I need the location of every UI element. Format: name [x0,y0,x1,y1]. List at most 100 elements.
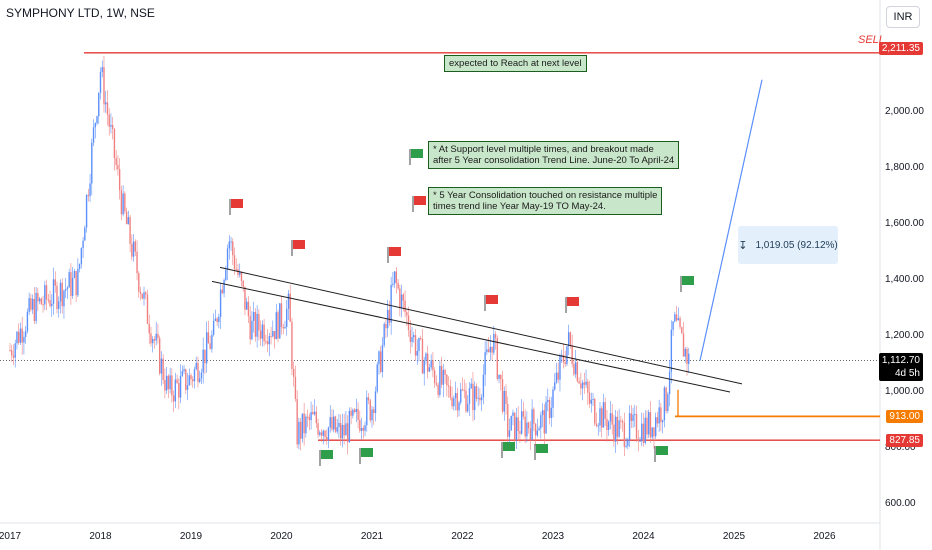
candle-body [338,422,340,428]
x-tick-label: 2022 [451,531,474,542]
candle-body [651,427,653,438]
candle-body [247,301,250,317]
candle-body [392,283,394,285]
candle-body [18,331,20,343]
candle-body [148,323,150,334]
candle-body [625,445,627,447]
candle-body [479,397,481,401]
candle-body [207,332,210,344]
candle-body [256,313,258,337]
projection-line [699,79,763,361]
support-note-line-1: * At Support level multiple times, and b… [433,144,654,155]
candle-body [592,399,594,401]
candle-body [301,413,304,439]
y-tick-label: 800.00 [885,442,916,453]
candle-body [616,416,619,437]
candle-body [543,410,545,434]
candle-body [352,409,354,416]
x-tick-label: 2024 [632,531,655,542]
candle-body [559,356,561,380]
candle-body [51,303,53,307]
candle-body [439,366,441,395]
candle-body [634,414,636,416]
candle-body [381,345,384,373]
candle-body [219,289,222,317]
candle-body [682,333,685,357]
candle-body [590,399,592,404]
candle-body [150,333,152,344]
candle-body [668,371,671,395]
candle-body [583,382,586,385]
candle-body [77,268,79,296]
candle-body [646,417,648,435]
candle-body [628,413,631,440]
candle-body [510,415,512,431]
candle-body [92,127,95,143]
candle-body [71,277,74,296]
candle-body [588,392,591,404]
candle-body [223,280,225,294]
resistance-note-line-2: times trend line Year May-19 TO May-24. [433,201,606,212]
candle-body [658,407,660,424]
candle-body [353,409,356,413]
candle-body [136,251,138,274]
candle-body [146,294,149,324]
candle-body [47,299,49,301]
orange-level-label: 913.00 [886,410,923,423]
candle-body [688,353,690,364]
candle-body [465,390,467,412]
candle-body [421,338,424,374]
candle-body [252,311,255,321]
candle-body [308,416,311,421]
target-note[interactable]: expected to Reach at next level [444,55,587,72]
candle-body [205,332,208,364]
candle-body [454,393,457,399]
candle-body [475,386,478,399]
candle-body [110,124,112,127]
resistance-note[interactable]: * 5 Year Consolidation touched on resist… [428,187,663,215]
candle-body [299,421,302,439]
candle-body [345,423,347,436]
candle-body [411,337,413,342]
candle-body [473,386,476,411]
candle-body [117,165,119,170]
y-tick-label: 1,200.00 [885,330,924,341]
candle-body [649,412,652,438]
price-range-measure[interactable]: ↧ 1,019.05 (92.12%) [738,226,838,264]
support-note-line-2: after 5 Year consolidation Trend Line. J… [433,155,675,166]
candle-body [312,412,314,415]
candle-body [527,422,530,429]
candle-body [237,269,239,275]
candle-body [547,400,549,402]
candle-body [414,335,417,356]
candle-body [251,320,253,340]
candle-body [364,425,366,431]
candle-body [373,409,375,413]
candle-body [388,309,391,323]
support-note[interactable]: * At Support level multiple times, and b… [428,141,680,169]
candle-body [679,318,681,328]
candle-body [467,403,469,412]
candle-body [642,423,645,444]
candle-body [275,312,277,340]
candle-body [329,417,331,428]
candle-body [564,362,566,364]
candle-body [369,400,371,421]
candle-body [550,407,552,418]
currency-button[interactable]: INR [886,6,920,28]
candle-body [458,402,460,411]
candle-body [31,298,34,310]
y-tick-label: 600.00 [885,498,916,509]
candle-body [425,353,427,361]
candle-body [209,343,211,349]
candle-body [333,416,335,430]
candle-body [200,372,203,379]
candle-body [656,417,659,424]
candle-body [98,92,100,117]
candle-body [423,360,425,374]
candle-body [500,374,502,380]
candle-body [355,408,358,413]
candle-body [531,409,533,440]
candle-body [653,427,655,437]
